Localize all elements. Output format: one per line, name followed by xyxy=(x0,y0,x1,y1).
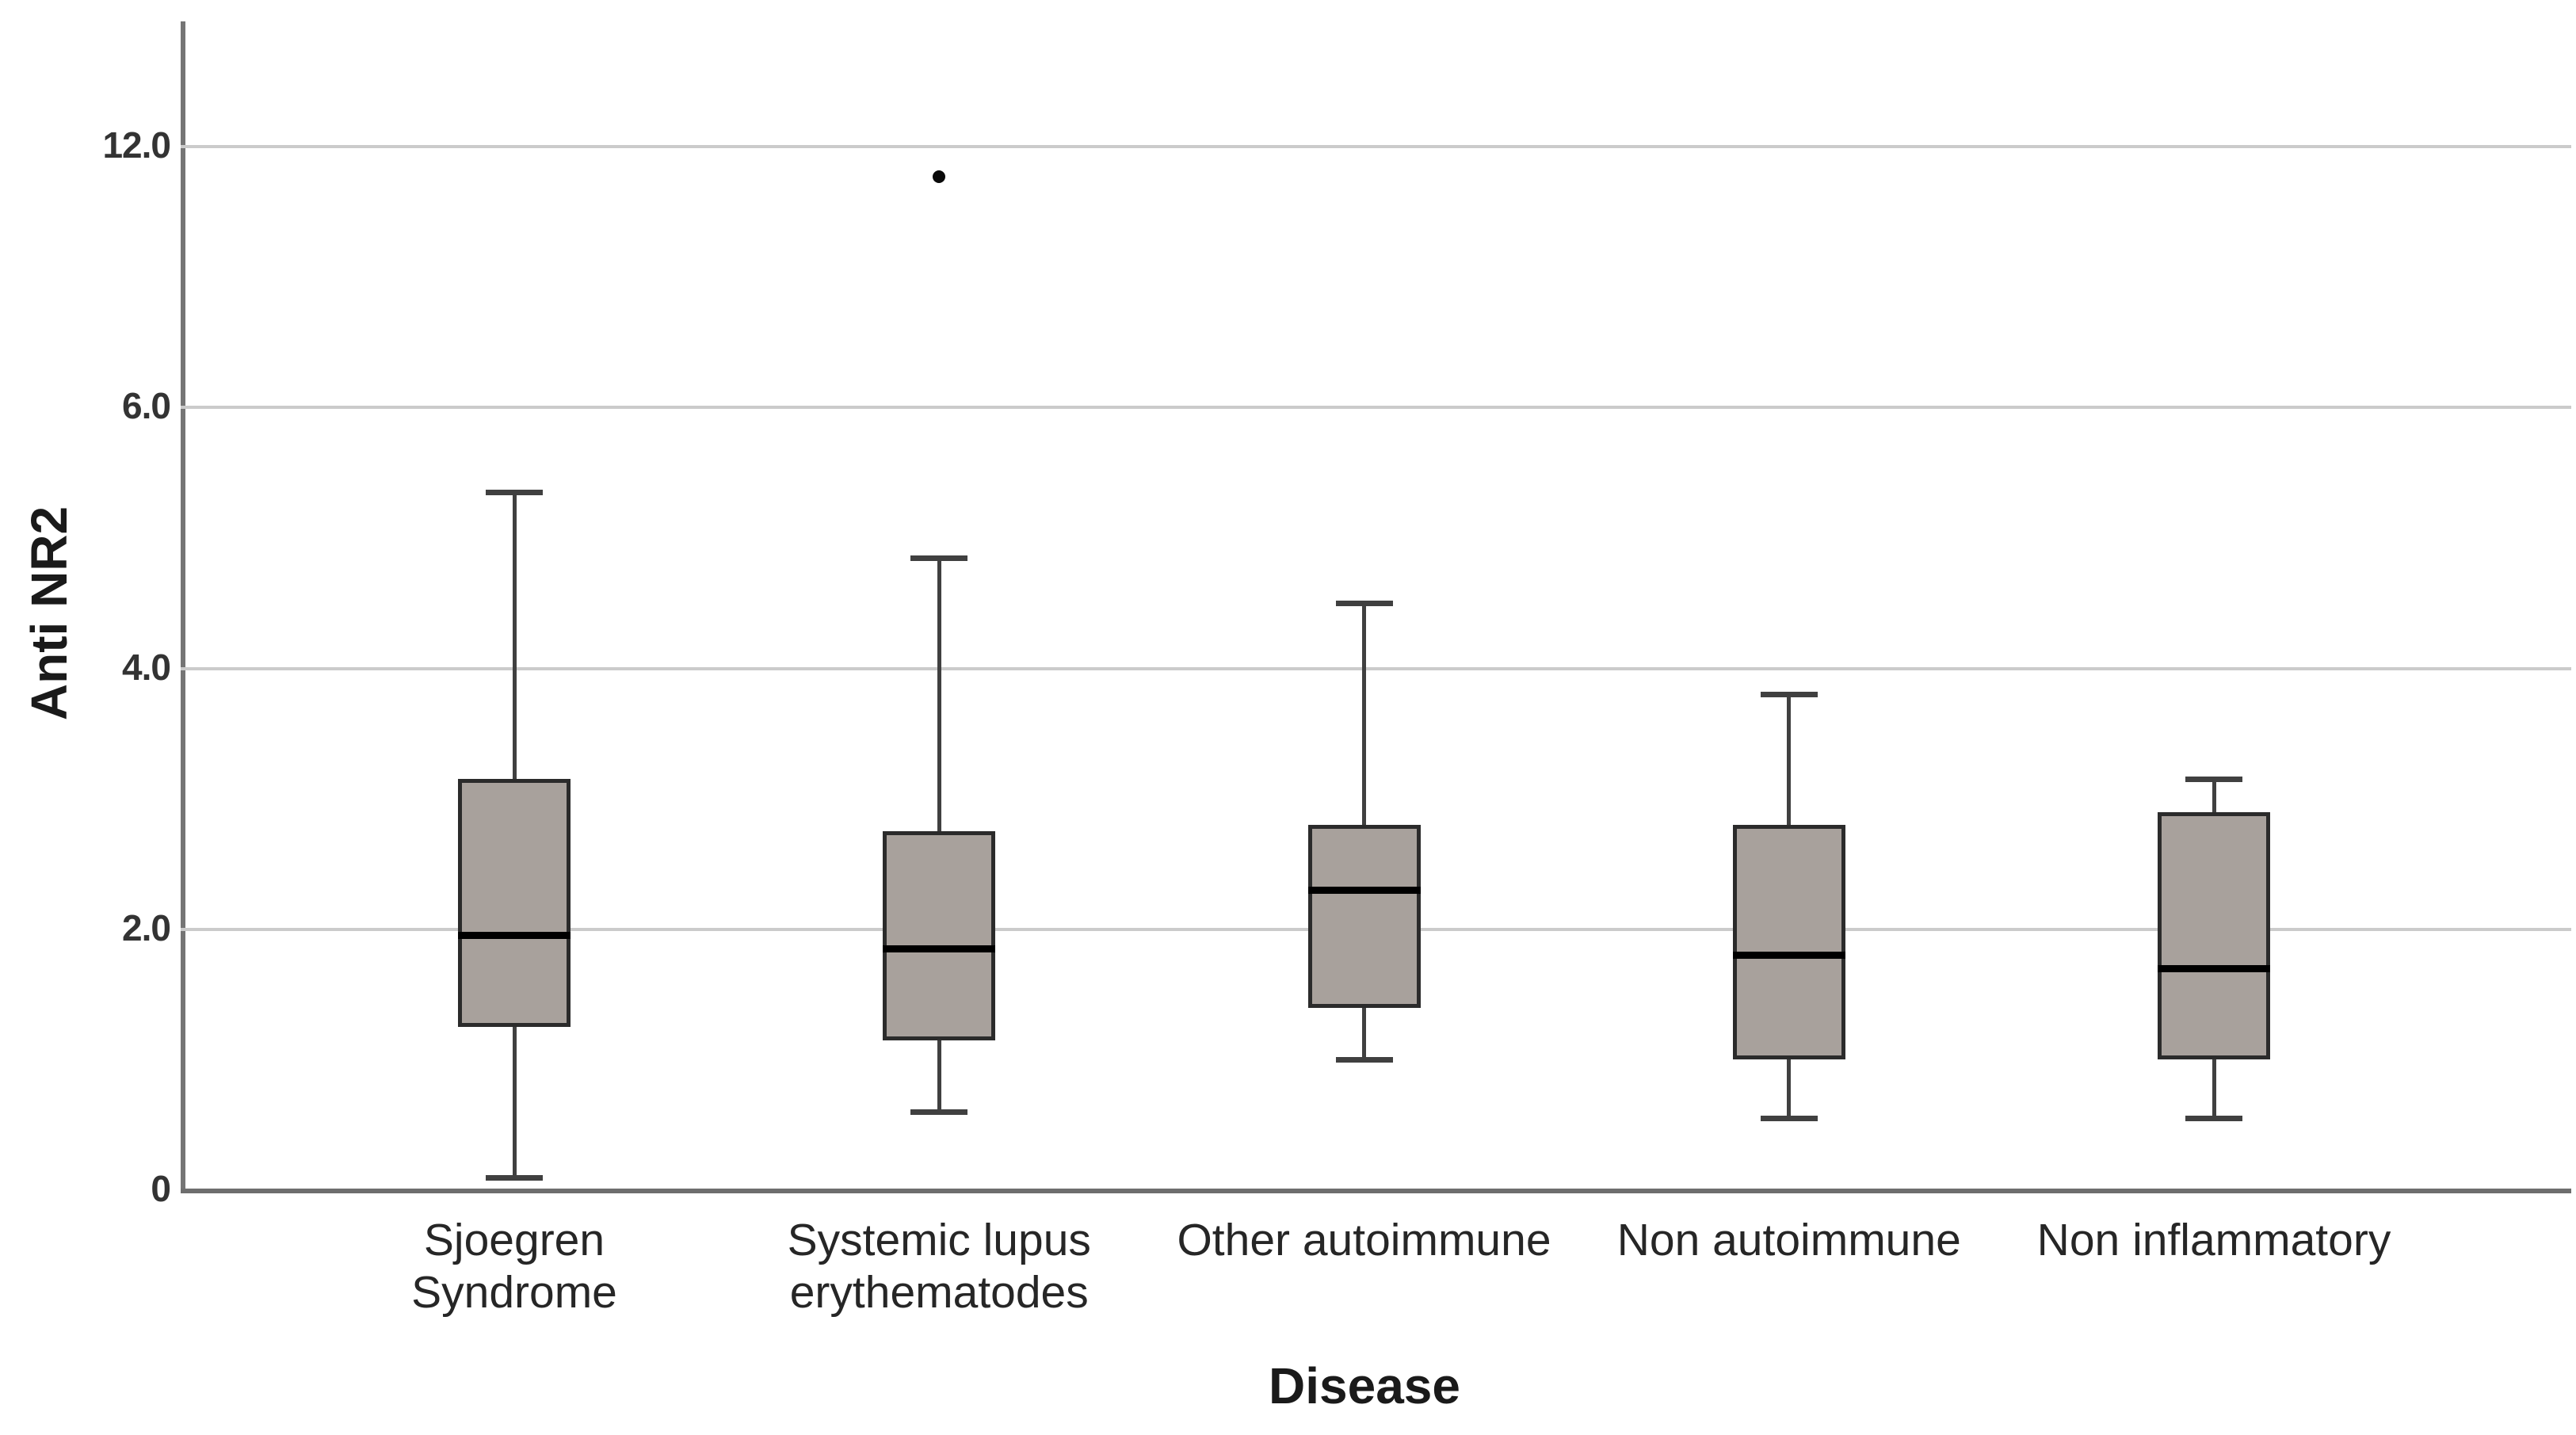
whisker-cap-top xyxy=(910,555,968,561)
whisker-lower xyxy=(1362,1007,1366,1060)
whisker-cap-bottom xyxy=(486,1174,543,1181)
whisker-cap-top xyxy=(1335,601,1393,607)
whisker-upper xyxy=(2212,779,2216,812)
whisker-lower xyxy=(1787,1059,1792,1119)
median-line xyxy=(2158,964,2270,972)
category-label-non-autoimmune: Non autoimmune xyxy=(1616,1215,1961,1265)
whisker-lower xyxy=(937,1040,941,1113)
whisker-cap-bottom xyxy=(2185,1116,2242,1122)
whisker-upper xyxy=(1787,694,1792,826)
gridline-12 xyxy=(181,145,2571,148)
box-rect xyxy=(2158,811,2270,1060)
y-tick-label: 12.0 xyxy=(102,124,171,166)
whisker-lower xyxy=(512,1027,517,1177)
y-axis-title: Anti NR2 xyxy=(21,506,78,721)
whisker-cap-top xyxy=(2185,777,2242,783)
whisker-cap-top xyxy=(486,490,543,496)
outlier-dot xyxy=(933,170,946,184)
box-rect xyxy=(1732,825,1845,1060)
gridline-6 xyxy=(181,406,2571,410)
whisker-upper xyxy=(937,557,941,832)
y-tick-label: 2.0 xyxy=(122,906,171,948)
y-axis-line xyxy=(181,21,185,1193)
whisker-cap-bottom xyxy=(910,1109,968,1116)
y-tick-label: 6.0 xyxy=(122,385,171,427)
category-label-systemic-lupus-erythematodes: Systemic lupus erythematodes xyxy=(787,1215,1091,1319)
y-tick-label: 4.0 xyxy=(122,646,171,688)
median-line xyxy=(1307,886,1421,894)
whisker-lower xyxy=(2212,1059,2216,1119)
whisker-cap-bottom xyxy=(1335,1057,1393,1063)
median-line xyxy=(1732,952,1845,960)
gridline-4 xyxy=(181,666,2571,670)
category-label-non-inflammatory: Non inflammatory xyxy=(2036,1215,2391,1265)
median-line xyxy=(458,932,571,940)
x-axis-line xyxy=(181,1189,2571,1193)
whisker-upper xyxy=(1362,603,1366,826)
whisker-upper xyxy=(512,492,517,780)
box-rect xyxy=(1307,825,1421,1008)
category-label-sjoegren-syndrome: Sjoegren Syndrome xyxy=(411,1215,617,1319)
category-label-other-autoimmune: Other autoimmune xyxy=(1177,1215,1551,1265)
y-tick-label: 0 xyxy=(151,1167,171,1209)
box-rect xyxy=(883,831,996,1040)
whisker-cap-bottom xyxy=(1760,1116,1818,1122)
median-line xyxy=(883,945,996,952)
x-axis-title: Disease xyxy=(1269,1357,1460,1414)
box-rect xyxy=(458,779,571,1028)
whisker-cap-top xyxy=(1760,692,1818,698)
